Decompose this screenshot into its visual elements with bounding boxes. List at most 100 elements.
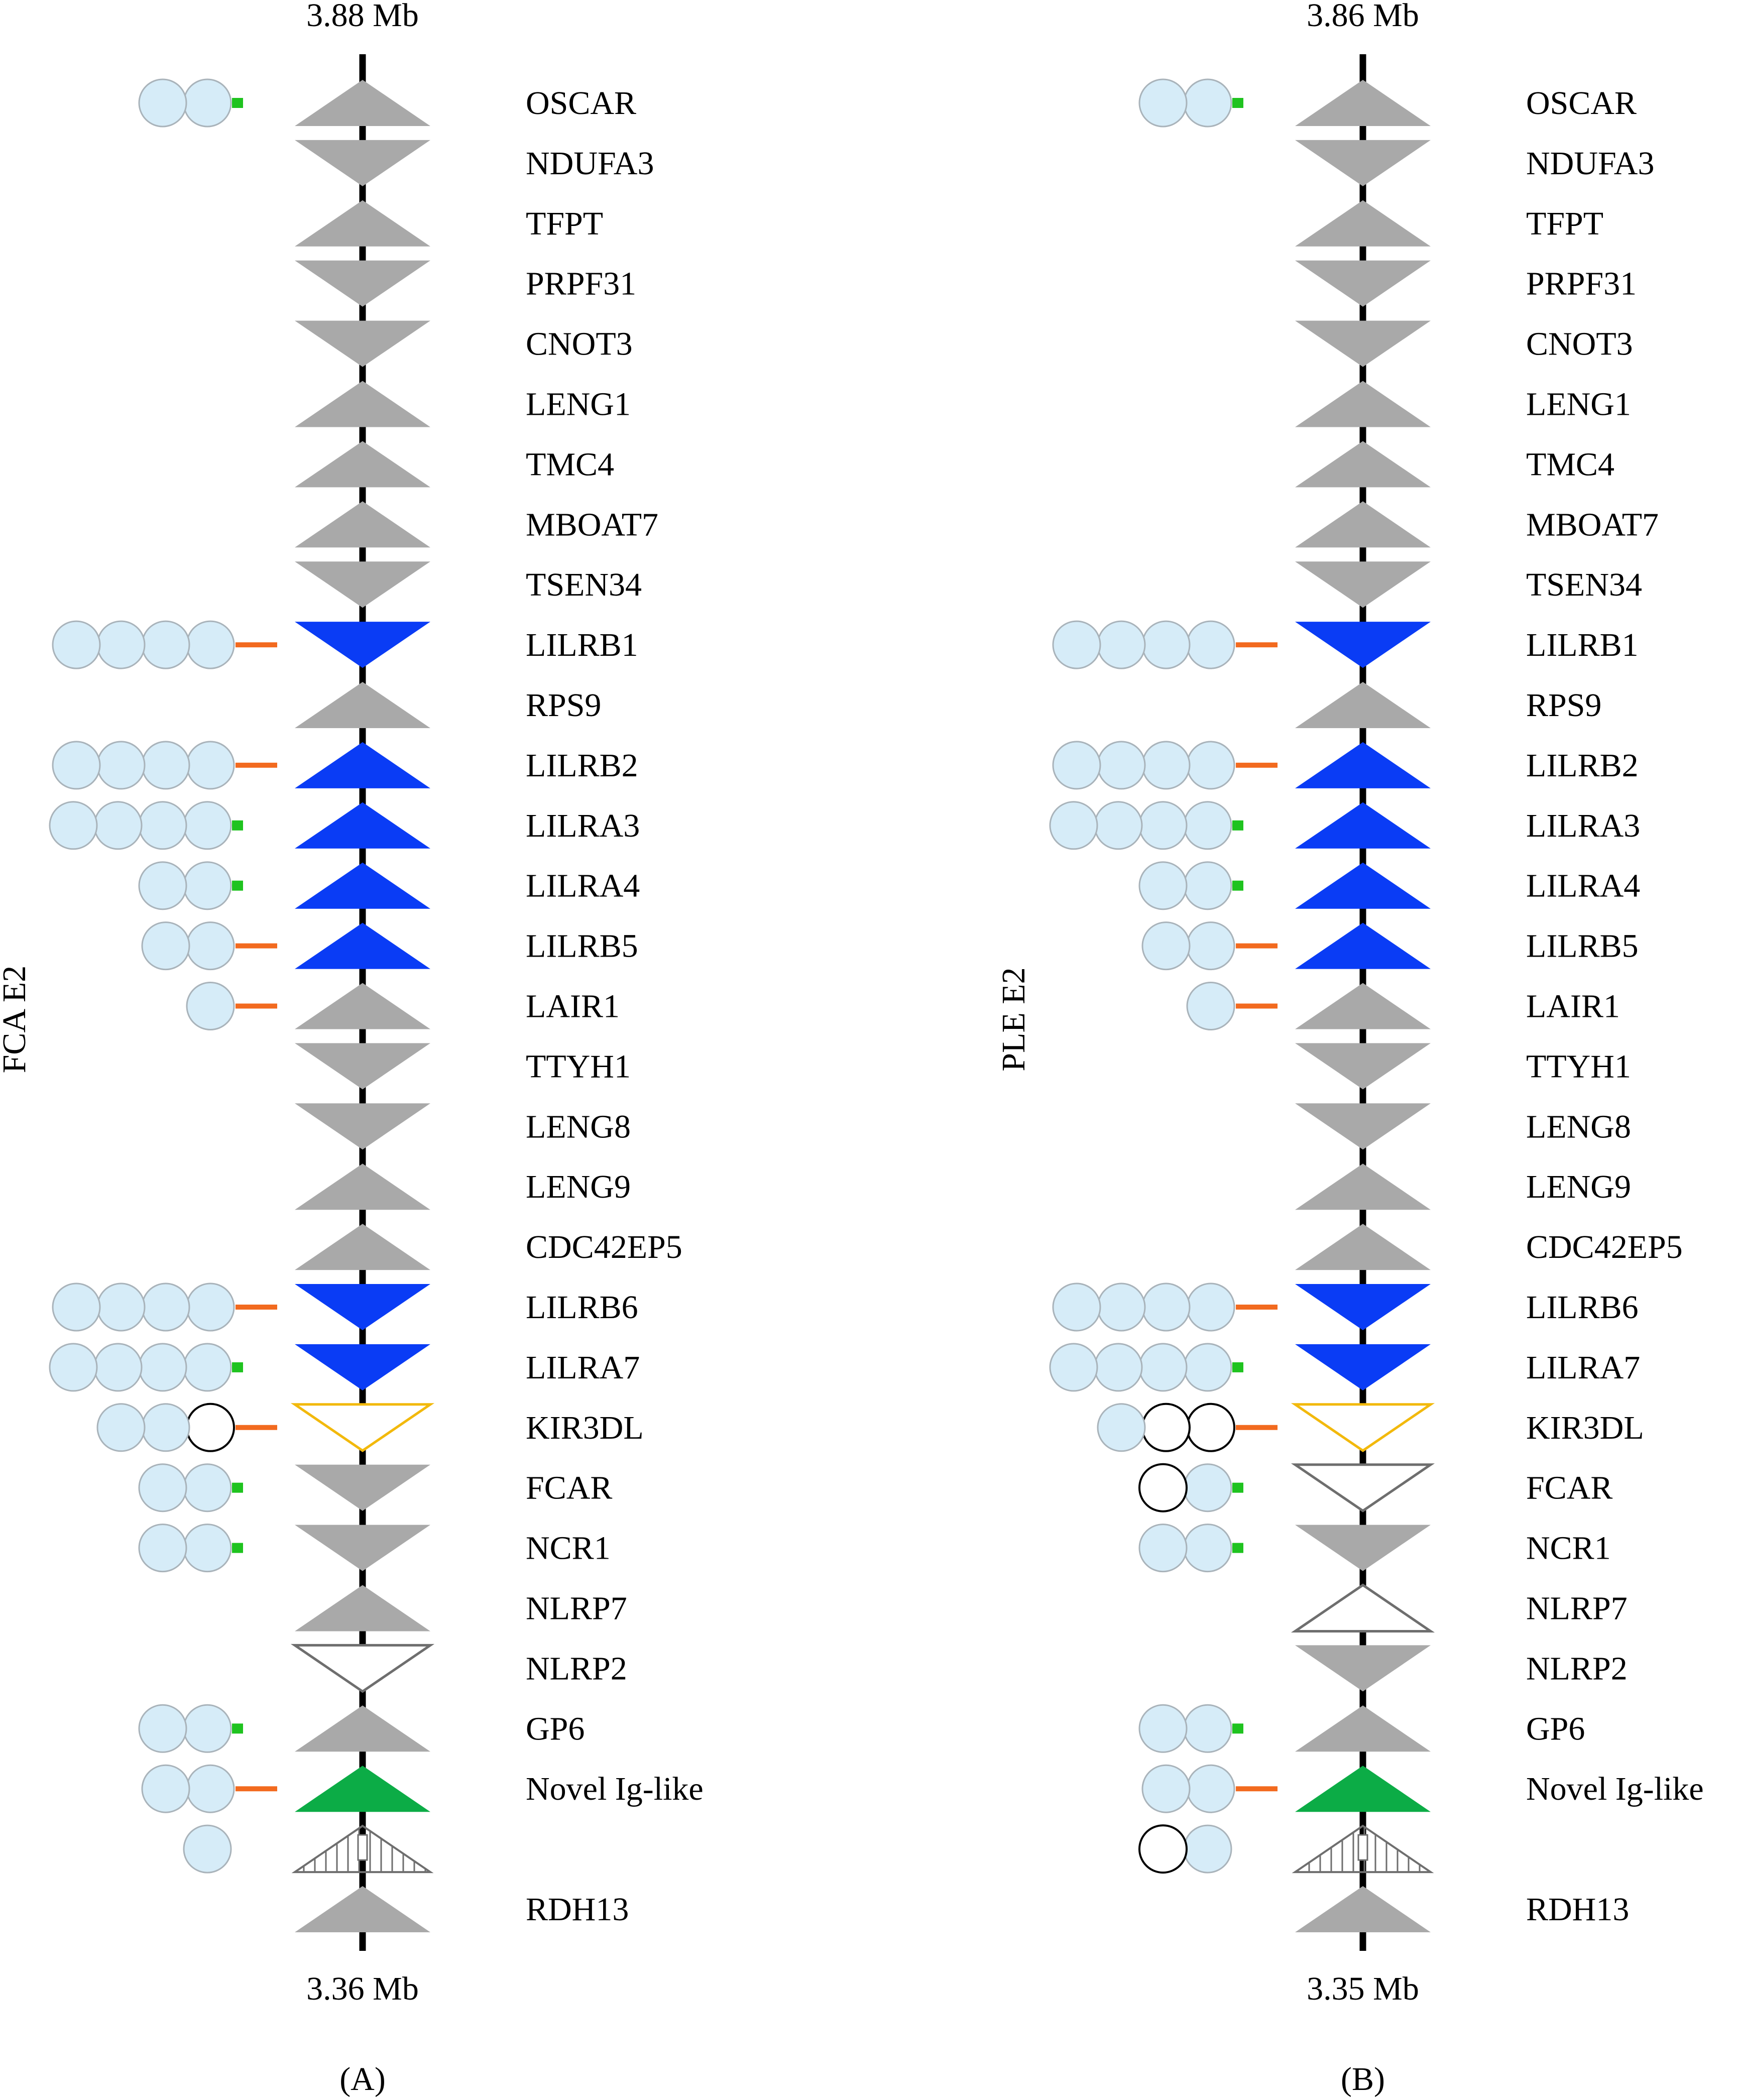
- gene-row: NDUFA3: [295, 140, 654, 186]
- ig-domain-filled: [138, 861, 187, 910]
- ig-domain-filled: [1141, 620, 1191, 669]
- gene-label: TMC4: [526, 446, 614, 483]
- gene-triangle-up-gray: [295, 501, 430, 548]
- ig-domain-filled: [1186, 741, 1235, 790]
- axis-top-label: 3.86 Mb: [1307, 0, 1419, 34]
- gene-row: PRPF31: [1295, 260, 1637, 307]
- ig-domain-filled: [183, 78, 232, 128]
- gene-label: CNOT3: [1526, 326, 1633, 363]
- cytoplasmic-tail-short: [1232, 1362, 1243, 1372]
- gene-label: LILRB5: [1526, 928, 1639, 965]
- gene-row: TSEN34: [1295, 561, 1642, 608]
- ig-domain-filled: [1186, 921, 1235, 971]
- gene-triangle-down-open: [1291, 1463, 1435, 1512]
- cytoplasmic-tail-short: [1232, 1482, 1243, 1493]
- gene-triangle-down-kir: [290, 1403, 435, 1452]
- gene-triangle-down-gray: [295, 320, 430, 367]
- ig-domain-filled: [183, 1824, 232, 1874]
- ig-domain-filled: [1138, 78, 1188, 128]
- gene-label: RPS9: [526, 687, 601, 724]
- gene-triangle-up-green: [295, 1766, 430, 1812]
- gene-row: LILRB5: [141, 921, 638, 971]
- gene-triangle-up-gray: [1295, 983, 1431, 1029]
- ig-domain-filled: [52, 741, 101, 790]
- ig-domain-filled: [186, 1282, 235, 1332]
- gene-label: CNOT3: [526, 326, 633, 363]
- gene-triangle-up-gray: [1295, 682, 1431, 728]
- gene-row: LENG1: [295, 381, 631, 427]
- gene-triangle-up-gray: [295, 1886, 430, 1932]
- gene-triangle-down-blue: [1295, 1284, 1431, 1330]
- gene-triangle-up-blue: [295, 862, 430, 909]
- ig-domain-filled: [49, 801, 98, 850]
- gene-row: CNOT3: [1295, 320, 1633, 367]
- gene-row: CDC42EP5: [1295, 1224, 1683, 1270]
- gene-triangle-down-gray: [1295, 1043, 1431, 1090]
- gene-row: MBOAT7: [1295, 501, 1659, 548]
- gene-triangle-down-gray: [295, 140, 430, 186]
- ig-domain-filled: [141, 741, 190, 790]
- ig-domain-filled: [141, 921, 190, 971]
- gene-triangle-up-gray: [1295, 200, 1431, 247]
- gene-row: FCAR: [1138, 1463, 1612, 1512]
- cytoplasmic-tail-short: [232, 880, 243, 891]
- gene-label: TTYH1: [1526, 1048, 1631, 1085]
- ig-domain-filled: [1183, 1524, 1232, 1573]
- gene-triangle-up-blue: [1295, 802, 1431, 849]
- gene-triangle-up-blue: [1295, 922, 1431, 969]
- cytoplasmic-tail-short: [1232, 820, 1243, 831]
- ig-domain-filled: [52, 620, 101, 669]
- pseudogene-gap: [357, 1834, 368, 1861]
- ig-domain-filled: [1097, 1282, 1146, 1332]
- ig-domain-filled: [1097, 1403, 1146, 1452]
- gene-label: LILRB1: [1526, 627, 1639, 663]
- panel-caption: (B): [1341, 2061, 1385, 2097]
- gene-label: NDUFA3: [1526, 145, 1654, 182]
- gene-row: LILRB2: [52, 741, 638, 790]
- gene-row: LENG8: [1295, 1103, 1631, 1150]
- axis-bottom-label: 3.36 Mb: [306, 1970, 419, 2007]
- ig-domain-filled: [1097, 620, 1146, 669]
- cytoplasmic-tail-short: [232, 820, 243, 831]
- ig-domain-filled: [138, 1463, 187, 1512]
- gene-label: TFPT: [1526, 205, 1603, 242]
- panel-side-label: FCA E2: [0, 966, 33, 1074]
- gene-label: NLRP7: [1526, 1590, 1628, 1627]
- gene-label: LILRA4: [1526, 868, 1640, 904]
- ig-domain-filled: [183, 801, 232, 850]
- gene-label: GP6: [1526, 1710, 1585, 1747]
- gene-triangle-up-blue: [1295, 742, 1431, 788]
- gene-triangle-up-gray: [295, 1224, 430, 1270]
- gene-row: LILRB6: [52, 1282, 638, 1332]
- gene-label: KIR3DL: [526, 1410, 644, 1446]
- ig-domain-filled: [138, 801, 187, 850]
- ig-domain-filled: [1052, 1282, 1101, 1332]
- gene-label: MBOAT7: [1526, 506, 1659, 543]
- gene-triangle-up-gray: [295, 200, 430, 247]
- gene-triangle-down-gray: [295, 1464, 430, 1511]
- ig-domain-filled: [141, 1764, 190, 1813]
- ig-domain-filled: [1138, 1524, 1188, 1573]
- ig-domain-filled: [186, 620, 235, 669]
- ig-domain-filled: [1186, 1764, 1235, 1813]
- gene-triangle-up-gray: [1295, 1163, 1431, 1210]
- gene-row: GP6: [1138, 1704, 1585, 1753]
- gene-label: NLRP7: [526, 1590, 627, 1627]
- gene-label: CDC42EP5: [526, 1229, 682, 1265]
- gene-triangle-up-blue: [295, 922, 430, 969]
- ig-domain-filled: [141, 1282, 190, 1332]
- axis-top-label: 3.88 Mb: [306, 0, 419, 34]
- gene-label: TSEN34: [1526, 566, 1642, 603]
- gene-label: PRPF31: [526, 266, 636, 302]
- gene-row: Novel Ig-like: [141, 1764, 704, 1813]
- panel-caption: (A): [339, 2061, 386, 2097]
- gene-triangle-up-gray: [1295, 1705, 1431, 1752]
- gene-row: CNOT3: [295, 320, 633, 367]
- gene-row: PRPF31: [295, 260, 636, 307]
- gene-label: MBOAT7: [526, 506, 658, 543]
- gene-triangle-up-gray: [295, 441, 430, 488]
- gene-triangle-down-gray: [1295, 260, 1431, 307]
- gene-triangle-down-blue: [295, 1284, 430, 1330]
- panel-a: 3.88 Mb 3.36 Mb (A) FCA E2 OSCAR NDUFA3 TF…: [0, 0, 704, 2097]
- gene-label: LILRB2: [1526, 747, 1639, 784]
